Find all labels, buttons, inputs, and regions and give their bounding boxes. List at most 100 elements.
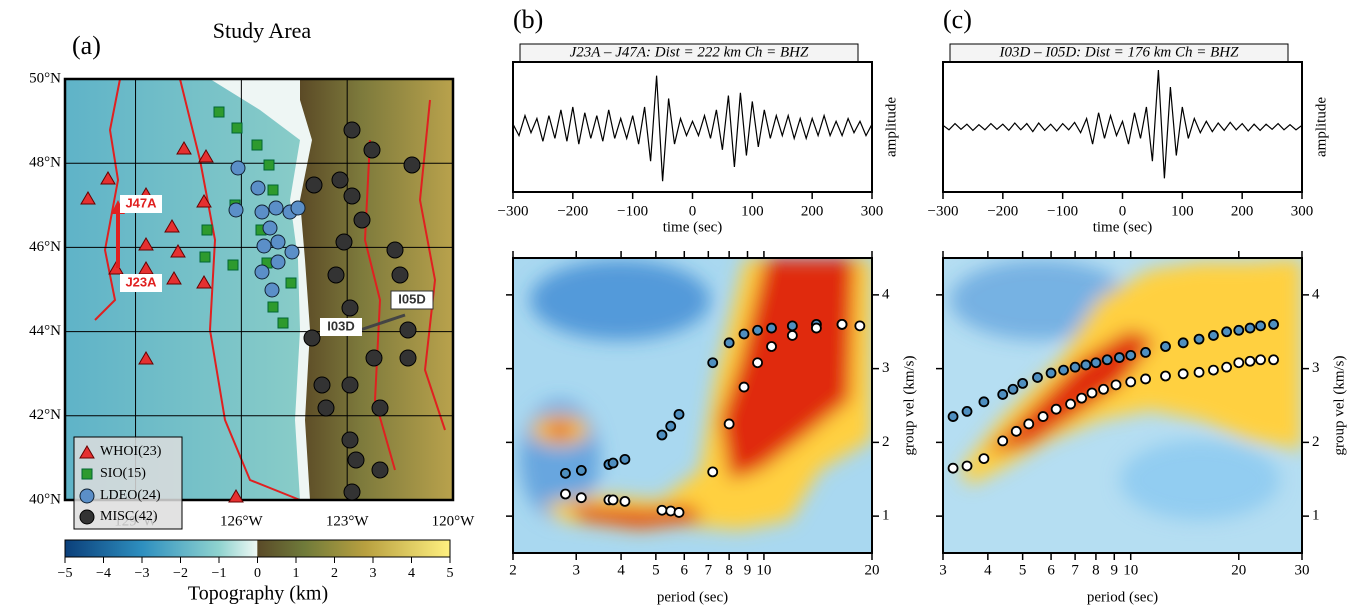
x-tick-label: 100: [741, 203, 764, 219]
waveform: [942, 69, 1303, 179]
y-tick-label: 4: [882, 286, 890, 302]
colorbar-tick-label: 4: [408, 566, 415, 581]
x-tick-label: 10: [1123, 562, 1138, 578]
x-tick-label: 3: [572, 562, 580, 578]
colorbar-tick-label: −2: [173, 566, 188, 581]
dispersion-point: [766, 341, 777, 352]
x-tick-label: 6: [1047, 562, 1055, 578]
dispersion-point: [1177, 337, 1189, 349]
x-axis-label: time (sec): [1093, 219, 1153, 235]
dispersion-point: [997, 435, 1009, 447]
legend: WHOI(23) SIO(15) LDEO(24) MISC(42): [73, 436, 183, 530]
plot-title: J23A – J47A: Dist = 222 km Ch = BHZ: [570, 44, 809, 60]
x-tick-label: 20: [865, 562, 880, 578]
x-axis-label: period (sec): [657, 589, 728, 605]
dispersion-point: [1101, 354, 1113, 366]
dispersion-point: [1140, 373, 1151, 385]
y-tick-label: 44°N: [29, 323, 61, 339]
station-label: I03D: [327, 318, 354, 333]
dispersion-point: [1160, 370, 1171, 382]
x-tick-label: 20: [1231, 562, 1246, 578]
dispersion-point: [1255, 320, 1266, 332]
x-tick-label: 8: [725, 562, 733, 578]
dispersion-point: [619, 495, 631, 507]
dispersion-point: [673, 507, 685, 518]
dispersion-point: [1193, 366, 1205, 378]
dispersion-point: [1221, 361, 1233, 373]
dispersion-point: [997, 389, 1009, 400]
dispersion-point: [1113, 352, 1125, 363]
dispersion-point: [1076, 392, 1088, 404]
dispersion-point: [1255, 354, 1266, 366]
panel-label: (a): [72, 31, 101, 60]
dispersion-point: [1098, 383, 1109, 395]
dispersion-point: [1010, 425, 1022, 437]
y-tick-label: 2: [882, 434, 890, 450]
x-tick-label: 30: [1295, 562, 1310, 578]
x-tick-label: 4: [617, 562, 625, 578]
panel-label: (b): [513, 5, 543, 34]
dispersion-point: [560, 467, 571, 479]
dispersion-point: [1125, 349, 1137, 361]
x-tick-label: −200: [557, 203, 588, 219]
plot-title: I03D – I05D: Dist = 176 km Ch = BHZ: [999, 44, 1240, 60]
colorbar-label: Topography (km): [188, 583, 328, 605]
plot-frame: [942, 257, 1303, 554]
dispersion-point: [1065, 398, 1076, 410]
dispersion-point: [810, 322, 822, 334]
dispersion-point: [1233, 357, 1245, 369]
x-tick-label: 3: [939, 562, 947, 578]
dispersion-point: [836, 318, 848, 330]
dispersion-point: [575, 464, 587, 476]
colorbar-tick-label: 2: [331, 566, 338, 581]
dispersion-point: [1090, 357, 1102, 369]
map-frame: [63, 77, 455, 502]
x-axis-label: time (sec): [663, 219, 723, 235]
dispersion-point: [1244, 355, 1256, 367]
dispersion-point: [738, 381, 750, 393]
dispersion-point: [707, 466, 719, 478]
dispersion-point: [560, 488, 571, 500]
x-tick-label: −200: [987, 203, 1018, 219]
x-tick-label: 123°W: [326, 513, 369, 529]
y-axis-label: amplitude: [1313, 97, 1329, 157]
dispersion-point: [1244, 322, 1256, 334]
x-tick-label: −100: [617, 203, 648, 219]
y-tick-label: 3: [1312, 360, 1320, 376]
dispersion-point: [707, 357, 719, 369]
dispersion-point: [1086, 387, 1098, 399]
dispersion-point: [978, 396, 990, 408]
y-tick-label: 42°N: [29, 407, 61, 423]
station-label: I05D: [398, 291, 425, 306]
dispersion-point: [1080, 359, 1092, 371]
dispersion-point: [1208, 364, 1219, 376]
dispersion-point: [1037, 411, 1049, 422]
dispersion-point: [1017, 377, 1029, 389]
plot-frame: [512, 61, 873, 193]
dispersion-point: [947, 411, 959, 422]
colorbar-tick-label: −5: [58, 566, 73, 581]
map-title: Study Area: [213, 18, 312, 43]
x-tick-label: 300: [861, 203, 884, 219]
dispersion-point: [1177, 368, 1189, 380]
dispersion-point: [786, 330, 798, 341]
x-tick-label: 2: [509, 562, 517, 578]
dispersion-point: [752, 324, 763, 336]
colorbar-tick-label: 0: [254, 566, 261, 581]
dispersion-point: [947, 462, 959, 474]
x-tick-label: 0: [1119, 203, 1127, 219]
colorbar-tick-label: 5: [447, 566, 454, 581]
x-tick-label: 9: [1111, 562, 1119, 578]
x-tick-label: −300: [928, 203, 959, 219]
panel-label: (c): [943, 5, 972, 34]
dispersion-point: [1007, 383, 1019, 395]
dispersion-point: [619, 453, 631, 465]
dispersion-point: [786, 320, 798, 332]
dispersion-point: [766, 322, 777, 334]
x-tick-label: 8: [1092, 562, 1100, 578]
dispersion-image: [513, 258, 872, 553]
dispersion-point: [1221, 326, 1233, 338]
x-tick-label: 126°W: [220, 513, 263, 529]
stations: J47A J23A I05D I03D WHOI(23) SIO(15) LDE…: [73, 106, 434, 530]
dispersion-point: [1058, 364, 1069, 376]
